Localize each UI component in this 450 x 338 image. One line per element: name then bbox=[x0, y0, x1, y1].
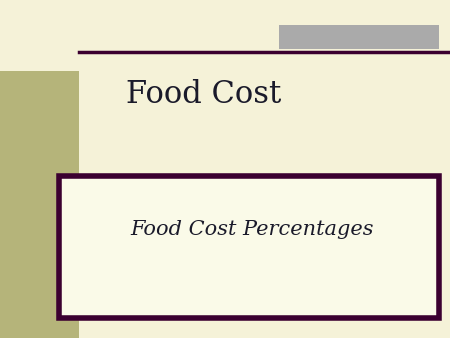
Bar bbox=[0, 71, 79, 338]
Bar bbox=[58, 176, 439, 318]
Text: Food Cost Percentages: Food Cost Percentages bbox=[130, 220, 374, 239]
Bar bbox=[279, 25, 439, 49]
Text: Food Cost: Food Cost bbox=[126, 79, 281, 110]
